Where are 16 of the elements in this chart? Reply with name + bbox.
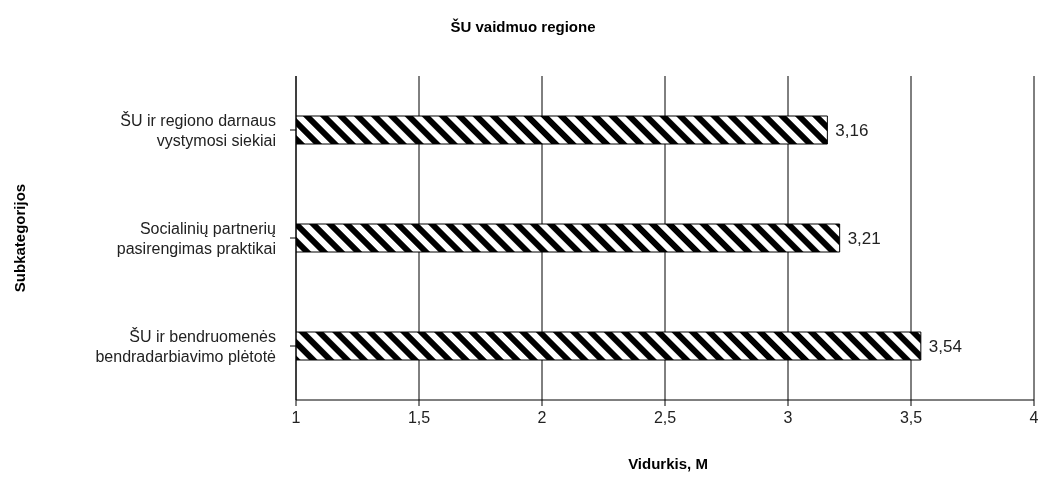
x-tick-label: 4 (1029, 409, 1039, 427)
x-tick-label: 2,5 (653, 409, 677, 427)
x-axis-title: Vidurkis, M (627, 455, 709, 472)
x-tick-label: 2 (537, 409, 547, 427)
x-tick-label: 3 (783, 409, 793, 427)
x-tick-label: 3,5 (899, 409, 923, 427)
data-label: 3,21 (847, 229, 881, 249)
y-tick-label: Socialinių partnerių pasirengimas praktikai (116, 219, 277, 257)
y-axis-title: Subkategorijos (11, 183, 29, 293)
x-tick-label: 1,5 (407, 409, 431, 427)
y-tick-label: ŠU ir bendruomenės bendradarbiavimo plėtotė (95, 326, 277, 365)
y-tick-label: ŠU ir regiono darnaus vystymosi siekiai (120, 110, 276, 149)
data-label: 3,16 (835, 121, 869, 141)
data-label: 3,54 (928, 337, 962, 357)
x-tick-label: 1 (291, 409, 301, 427)
chart-title: ŠU vaidmuo regione (449, 18, 597, 35)
